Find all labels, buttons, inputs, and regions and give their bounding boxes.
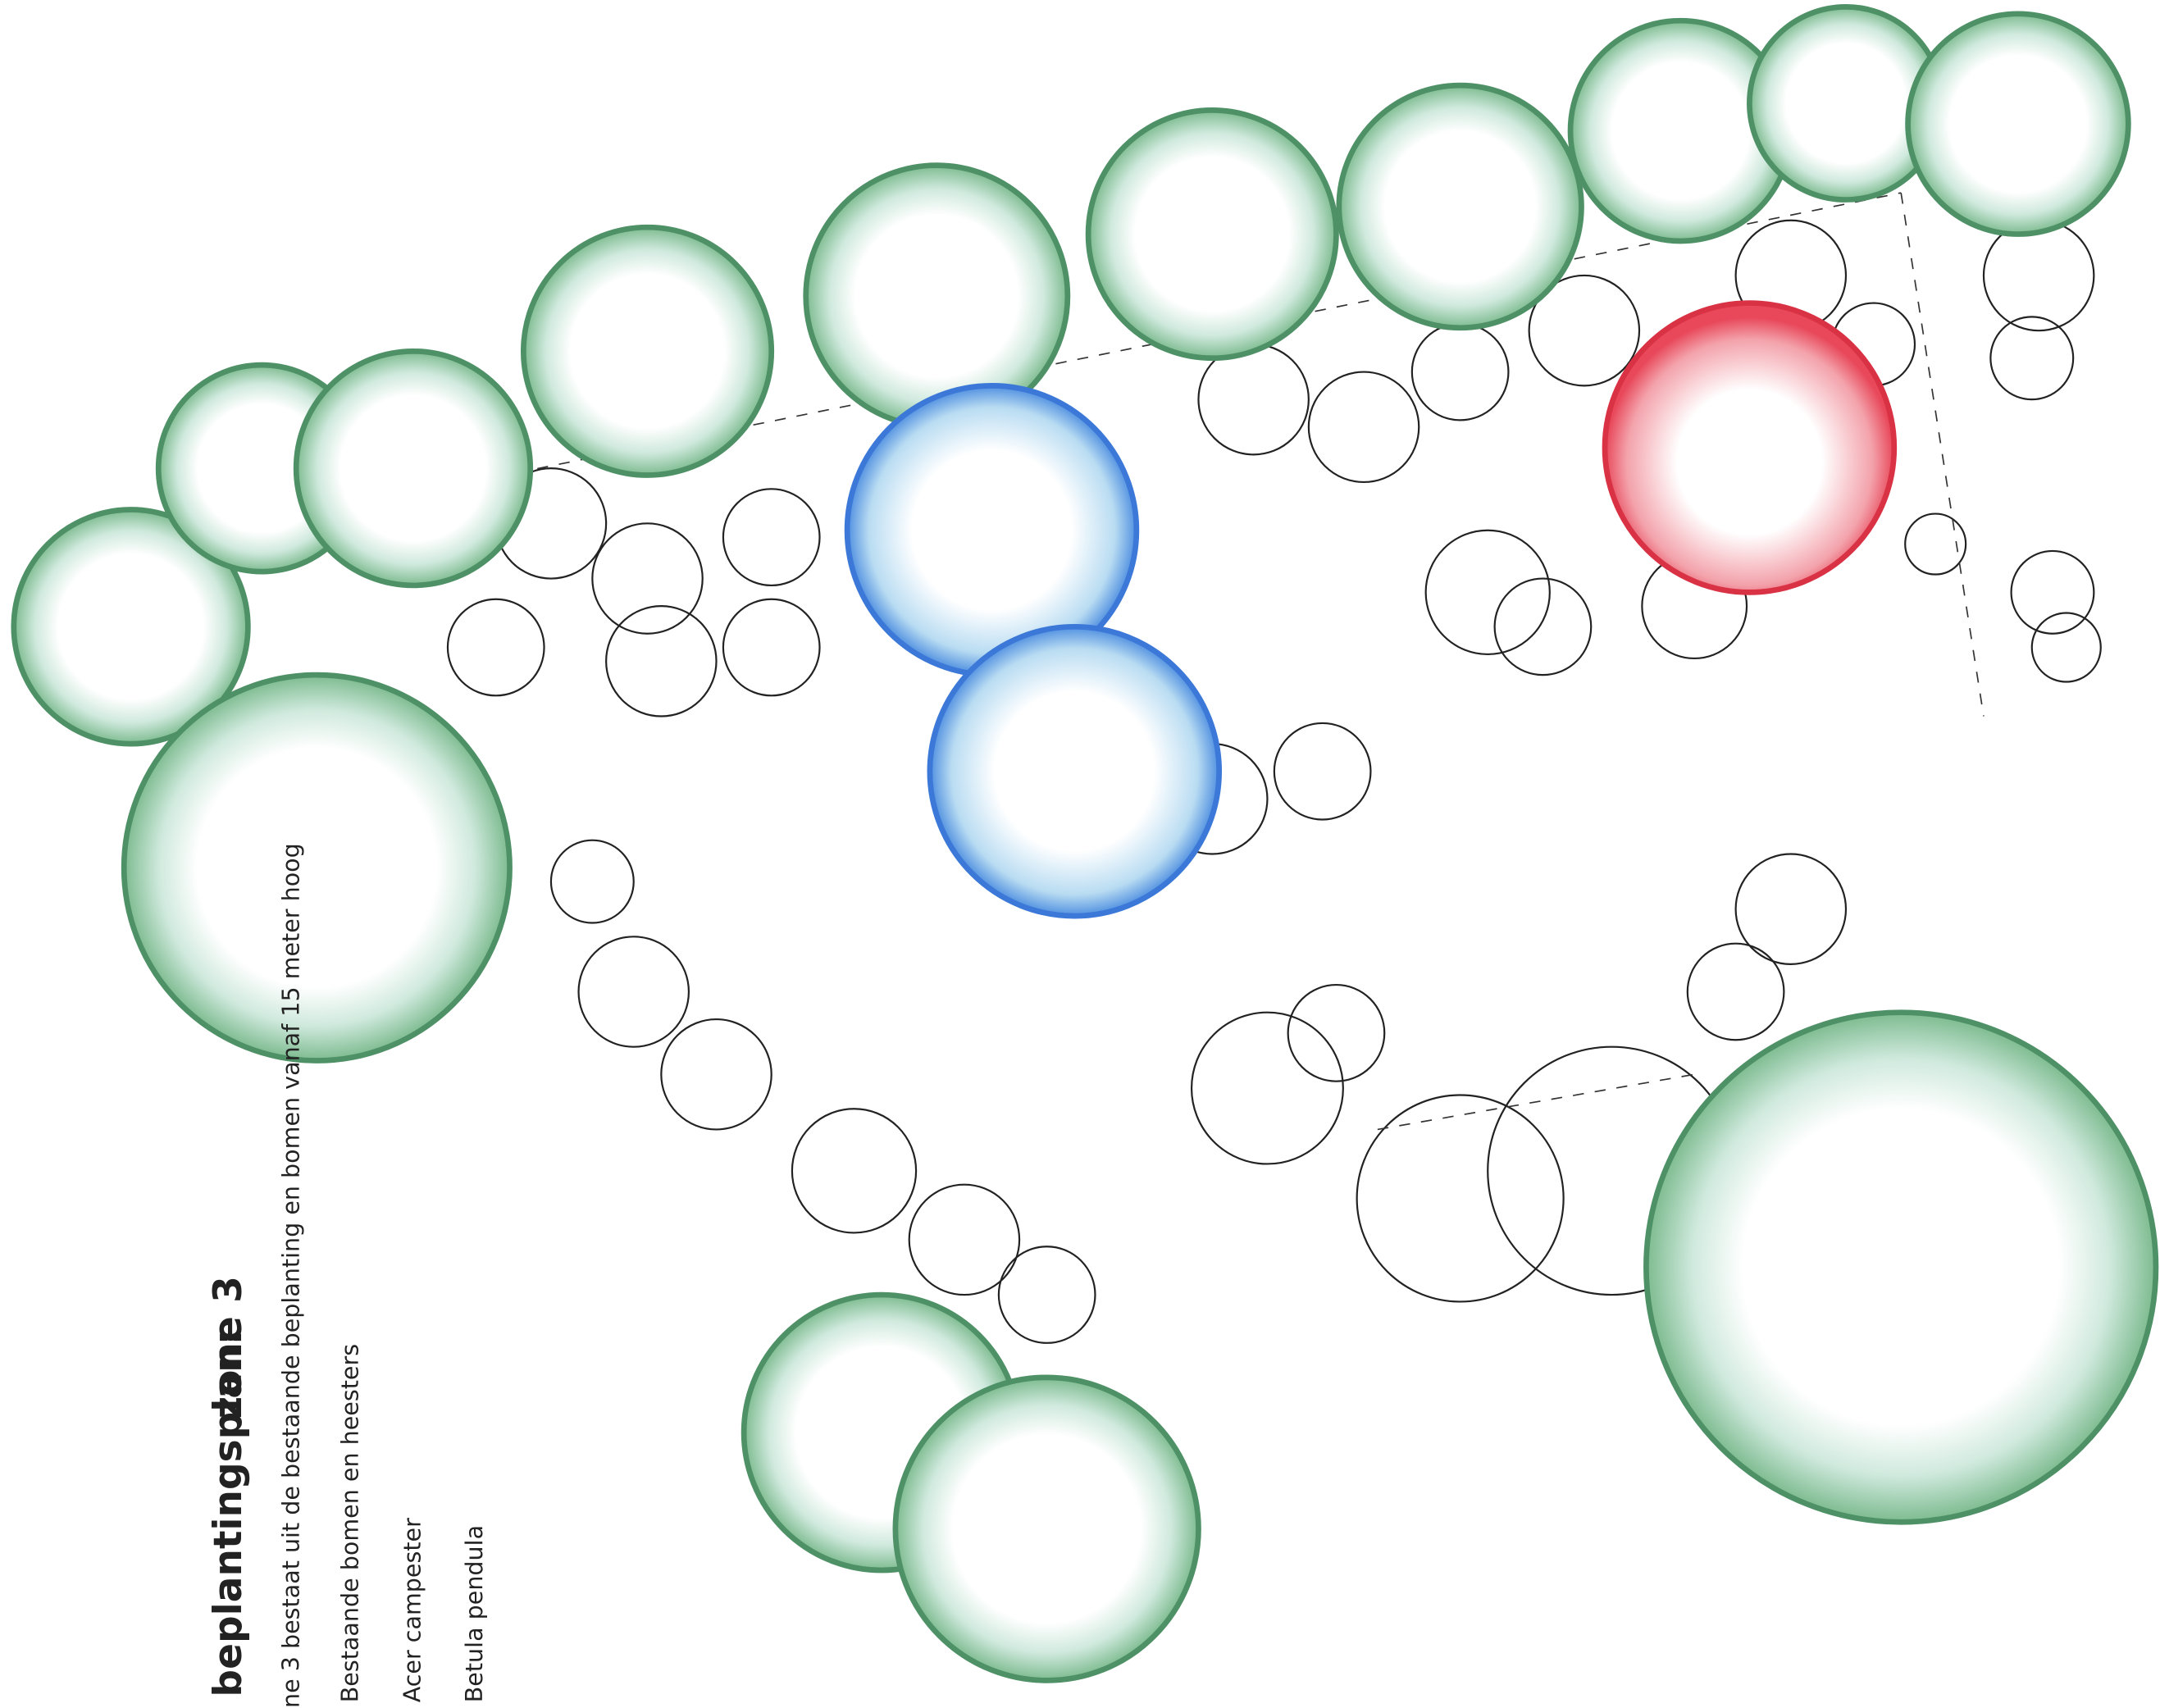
legend-item: Acer campester (398, 1518, 426, 1702)
acer-campester (844, 382, 1223, 919)
title: beplantingsplan: (206, 1330, 251, 1697)
description: ne 3 bestaat uit de bestaande beplanting… (277, 843, 305, 1708)
shrubs (446, 219, 2102, 1344)
legend-item: Betula pendula (460, 1525, 488, 1702)
betula-pendula (1602, 300, 1898, 595)
legend-item: Bestaande bomen en heesters (336, 1344, 364, 1702)
zone: zone 3 (206, 1276, 251, 1419)
existing-trees (11, 4, 2159, 1683)
